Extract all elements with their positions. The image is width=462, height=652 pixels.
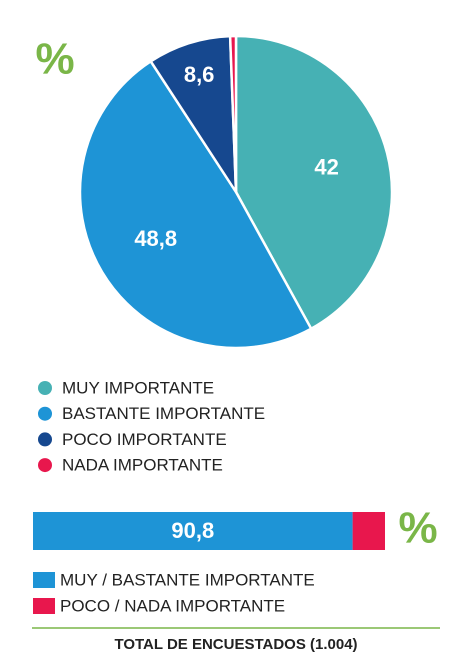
legend-marker bbox=[33, 572, 55, 588]
unit-label: % bbox=[398, 504, 437, 553]
legend-label: NADA IMPORTANTE bbox=[62, 456, 223, 475]
legend-label: MUY IMPORTANTE bbox=[62, 378, 214, 397]
data-label: 8,6 bbox=[184, 62, 215, 87]
pie-slice bbox=[228, 34, 238, 193]
bar-segment bbox=[33, 512, 353, 550]
data-label: 90,8 bbox=[171, 518, 214, 543]
legend-marker bbox=[38, 406, 52, 421]
pie-slice bbox=[234, 34, 394, 331]
pie-slice bbox=[78, 59, 313, 350]
legend-label: MUY / BASTANTE IMPORTANTE bbox=[60, 570, 315, 589]
bar-segment bbox=[352, 512, 385, 550]
data-label: 0,6 bbox=[217, 2, 248, 27]
pie-slice bbox=[149, 34, 238, 197]
legend-marker bbox=[38, 432, 52, 447]
data-label: 48,8 bbox=[134, 226, 177, 251]
footnote: TOTAL DE ENCUESTADOS (1.004) bbox=[114, 636, 357, 652]
data-label: 42 bbox=[314, 155, 338, 180]
unit-label: % bbox=[35, 35, 74, 84]
legend-label: POCO IMPORTANTE bbox=[62, 430, 227, 449]
legend-label: BASTANTE IMPORTANTE bbox=[62, 404, 265, 423]
data-label: 9,2 bbox=[354, 479, 385, 504]
legend-marker bbox=[33, 598, 55, 614]
legend-marker bbox=[38, 381, 52, 395]
legend-label: POCO / NADA IMPORTANTE bbox=[60, 596, 285, 615]
legend-marker bbox=[38, 458, 52, 473]
